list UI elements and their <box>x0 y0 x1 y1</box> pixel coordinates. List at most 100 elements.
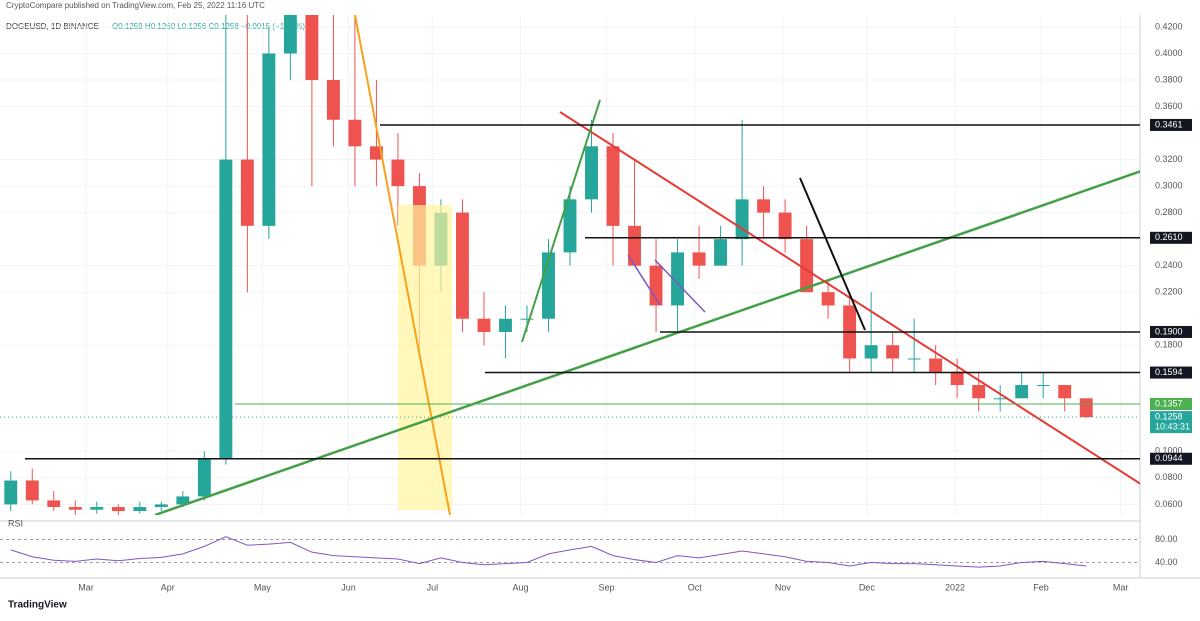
candle-body <box>90 507 104 510</box>
price-level-label: 0.1594 <box>1155 367 1183 377</box>
x-tick-label: Sep <box>599 582 615 592</box>
candle-body <box>907 358 921 360</box>
candle-body <box>176 496 190 505</box>
price-level-tag <box>1150 231 1192 244</box>
candle-body <box>864 345 878 359</box>
footer-logo: TradingView <box>8 600 67 611</box>
x-tick-label: Dec <box>859 582 876 592</box>
x-tick-label: 2022 <box>945 582 965 592</box>
rsi-line <box>10 536 1087 568</box>
candle-body <box>499 318 512 332</box>
candle-body <box>886 345 900 359</box>
y-tick-label: 0.0600 <box>1155 499 1183 509</box>
rsi-tick-label: 80.00 <box>1155 534 1178 544</box>
price-level-tag <box>1150 452 1192 465</box>
x-tick-label: Mar <box>1113 582 1129 592</box>
candle-body <box>305 15 319 80</box>
candle-body <box>47 500 61 508</box>
candle-body <box>133 507 147 512</box>
x-tick-label: Aug <box>513 582 529 592</box>
candle-body <box>692 252 706 266</box>
y-tick-label: 0.4200 <box>1155 21 1183 31</box>
candle-body <box>456 212 469 319</box>
rsi-label: RSI <box>8 518 23 528</box>
price-level-tag <box>1150 118 1192 131</box>
y-tick-label: 0.3800 <box>1155 74 1183 84</box>
marked-price-label: 0.1357 <box>1155 398 1183 408</box>
price-level-tag <box>1150 366 1192 379</box>
candle-body <box>757 199 771 213</box>
trendline <box>521 99 601 343</box>
last-price-tag <box>1150 411 1192 434</box>
candle-body <box>628 225 641 266</box>
trendline <box>154 170 1140 515</box>
candle-body <box>1036 385 1050 387</box>
candle-body <box>972 385 986 399</box>
y-tick-label: 0.2400 <box>1155 260 1183 270</box>
highlight-zone <box>398 205 452 510</box>
trendline <box>627 254 661 306</box>
marked-price-tag <box>1150 397 1192 410</box>
candle-body <box>283 15 297 54</box>
candle-body <box>240 159 254 226</box>
x-tick-label: Oct <box>688 582 703 592</box>
y-tick-label: 0.1000 <box>1155 446 1183 456</box>
y-tick-label: 0.3600 <box>1155 101 1183 111</box>
x-tick-label: Jul <box>427 582 439 592</box>
price-level-tag <box>1150 325 1192 338</box>
price-level-label: 0.3461 <box>1155 119 1183 129</box>
y-tick-label: 0.2800 <box>1155 207 1183 217</box>
trendline <box>654 259 706 313</box>
candle-body <box>950 371 964 386</box>
x-tick-label: Nov <box>775 582 792 592</box>
price-level-label: 0.1900 <box>1155 326 1183 336</box>
x-tick-label: May <box>254 582 272 592</box>
candle-body <box>111 507 125 512</box>
candle-body <box>219 159 233 458</box>
candle-body <box>735 199 749 240</box>
candle-body <box>68 507 82 510</box>
candle-body <box>1015 385 1029 399</box>
candle-body <box>391 159 405 187</box>
candle-body <box>1058 385 1072 399</box>
countdown-label: 10:43:31 <box>1155 421 1190 431</box>
candle-body <box>25 480 39 501</box>
candle-body <box>154 504 168 508</box>
candle-body <box>821 292 835 306</box>
price-level-label: 0.2610 <box>1155 232 1183 242</box>
x-tick-label: Mar <box>78 582 94 592</box>
candle-body <box>993 398 1007 400</box>
candle-body <box>1079 398 1093 418</box>
candle-body <box>606 146 620 226</box>
trendline <box>559 111 1140 485</box>
trendline <box>354 15 451 515</box>
candle-body <box>929 358 943 372</box>
candle-body <box>348 119 362 147</box>
candle-body <box>520 318 534 320</box>
x-tick-label: Jun <box>341 582 356 592</box>
y-tick-label: 0.3000 <box>1155 180 1183 190</box>
publisher: CryptoCompare published on TradingView.c… <box>6 1 265 10</box>
candle-body <box>585 146 598 200</box>
candle-body <box>563 199 577 253</box>
rsi-tick-label: 40.00 <box>1155 557 1178 567</box>
candle-body <box>800 239 814 293</box>
candle-body <box>778 212 792 240</box>
candle-body <box>326 79 340 120</box>
candle-body <box>649 265 663 306</box>
x-tick-label: Feb <box>1033 582 1049 592</box>
price-level-label: 0.0944 <box>1155 453 1183 463</box>
candle-body <box>4 480 18 505</box>
y-tick-label: 0.1800 <box>1155 340 1183 350</box>
candle-body <box>197 457 211 497</box>
candle-body <box>262 53 276 226</box>
y-tick-label: 0.0800 <box>1155 472 1183 482</box>
y-tick-label: 0.2200 <box>1155 287 1183 297</box>
candle-body <box>714 239 728 266</box>
x-tick-label: Apr <box>161 582 175 592</box>
y-tick-label: 0.3200 <box>1155 154 1183 164</box>
last-price-label: 0.1258 <box>1155 411 1183 421</box>
candle-body <box>671 252 684 306</box>
